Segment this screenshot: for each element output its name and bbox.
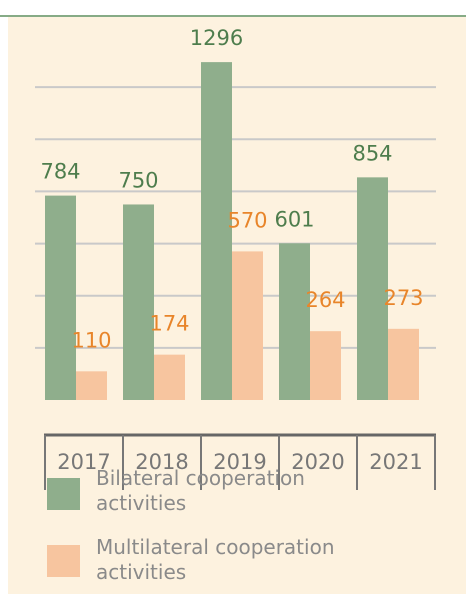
bar [232, 251, 263, 400]
legend-swatch [47, 478, 80, 510]
bar [310, 331, 341, 400]
value-label: 174 [149, 312, 189, 336]
value-label: 273 [383, 286, 423, 310]
bar [357, 177, 388, 400]
value-label: 854 [352, 141, 392, 165]
x-tick-label: 2020 [291, 450, 344, 474]
bar [123, 204, 154, 400]
bar [76, 371, 107, 400]
bar [279, 243, 310, 400]
value-label: 1296 [190, 26, 243, 50]
x-tick-label: 2017 [57, 450, 110, 474]
value-label: 750 [118, 168, 158, 192]
value-label: 110 [71, 328, 111, 352]
x-tick-label: 2019 [213, 450, 266, 474]
legend-label: Multilateral cooperation activities [96, 535, 335, 584]
value-label: 264 [305, 288, 345, 312]
bar [45, 195, 76, 400]
bar [201, 62, 232, 400]
x-tick-label: 2018 [135, 450, 188, 474]
value-label: 601 [274, 207, 314, 231]
legend-swatch [47, 545, 80, 577]
value-label: 570 [227, 208, 267, 232]
legend-label: Bilateral cooperation activities [96, 466, 305, 515]
x-tick-label: 2021 [369, 450, 422, 474]
value-label: 784 [40, 160, 80, 184]
bar [154, 354, 185, 400]
bar [388, 328, 419, 400]
